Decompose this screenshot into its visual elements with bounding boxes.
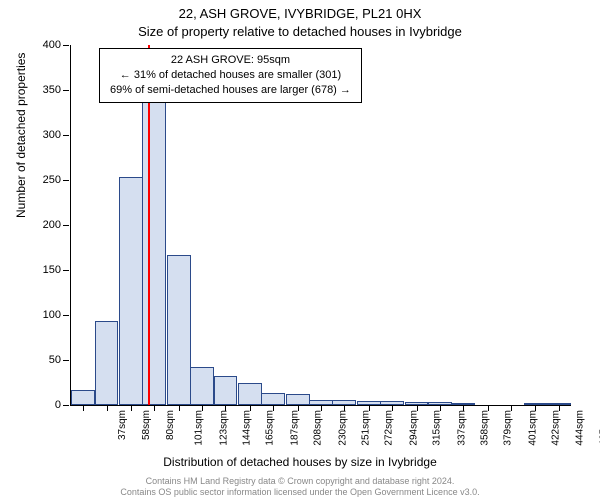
y-tick-label: 350 xyxy=(31,84,61,96)
x-tick xyxy=(107,405,108,411)
info-box: 22 ASH GROVE: 95sqm ← 31% of detached ho… xyxy=(99,48,362,103)
x-tick-label: 123sqm xyxy=(218,410,229,446)
x-tick xyxy=(179,405,180,411)
x-tick xyxy=(392,405,393,411)
histogram-bar xyxy=(95,321,119,405)
footer-line1: Contains HM Land Registry data © Crown c… xyxy=(0,476,600,487)
x-tick-label: 165sqm xyxy=(265,410,276,446)
histogram-bar xyxy=(142,87,166,405)
x-tick-label: 251sqm xyxy=(361,410,372,446)
x-tick-label: 272sqm xyxy=(384,410,395,446)
histogram-bar xyxy=(286,394,310,405)
histogram-bar xyxy=(451,403,475,405)
x-tick-label: 187sqm xyxy=(289,410,300,446)
x-tick xyxy=(440,405,441,411)
histogram-bar xyxy=(524,403,548,405)
title-main: 22, ASH GROVE, IVYBRIDGE, PL21 0HX xyxy=(0,6,600,21)
histogram-bar xyxy=(357,401,381,405)
x-tick xyxy=(154,405,155,411)
x-tick xyxy=(511,405,512,411)
y-tick-label: 300 xyxy=(31,129,61,141)
histogram-bar xyxy=(547,403,571,405)
x-tick xyxy=(273,405,274,411)
y-tick xyxy=(63,405,69,406)
histogram-bar xyxy=(405,402,429,405)
y-tick xyxy=(63,315,69,316)
histogram-bar xyxy=(190,367,214,405)
y-tick-label: 100 xyxy=(31,309,61,321)
y-tick xyxy=(63,270,69,271)
histogram-bar xyxy=(380,401,404,405)
x-tick-label: 58sqm xyxy=(141,410,152,440)
y-tick-label: 400 xyxy=(31,39,61,51)
x-tick xyxy=(463,405,464,411)
histogram-bar xyxy=(261,393,285,405)
y-tick-label: 0 xyxy=(31,399,61,411)
x-tick-label: 315sqm xyxy=(432,410,443,446)
x-tick-label: 337sqm xyxy=(456,410,467,446)
y-tick xyxy=(63,135,69,136)
y-tick xyxy=(63,90,69,91)
y-tick-label: 250 xyxy=(31,174,61,186)
info-box-line1: 22 ASH GROVE: 95sqm xyxy=(110,53,351,68)
y-tick xyxy=(63,45,69,46)
y-tick-label: 50 xyxy=(31,354,61,366)
x-tick xyxy=(250,405,251,411)
y-tick-label: 150 xyxy=(31,264,61,276)
x-tick-label: 37sqm xyxy=(117,410,128,440)
y-axis-label: Number of detached properties xyxy=(14,53,28,218)
histogram-bar xyxy=(428,402,452,405)
x-tick-label: 444sqm xyxy=(575,410,586,446)
histogram-bar xyxy=(309,400,333,405)
x-tick xyxy=(488,405,489,411)
x-tick-label: 358sqm xyxy=(479,410,490,446)
x-tick-label: 80sqm xyxy=(165,410,176,440)
x-tick-label: 401sqm xyxy=(527,410,538,446)
x-tick-label: 208sqm xyxy=(313,410,324,446)
x-tick xyxy=(298,405,299,411)
histogram-bar xyxy=(332,400,356,405)
x-tick-label: 230sqm xyxy=(337,410,348,446)
histogram-bar xyxy=(238,383,262,406)
x-tick xyxy=(83,405,84,411)
x-tick xyxy=(417,405,418,411)
y-tick xyxy=(63,180,69,181)
x-tick-label: 422sqm xyxy=(551,410,562,446)
info-box-line3: 69% of semi-detached houses are larger (… xyxy=(110,83,351,98)
x-tick xyxy=(225,405,226,411)
histogram-bar xyxy=(71,390,95,405)
y-tick xyxy=(63,225,69,226)
x-tick xyxy=(131,405,132,411)
x-tick-label: 379sqm xyxy=(503,410,514,446)
x-tick xyxy=(321,405,322,411)
x-tick xyxy=(535,405,536,411)
footer-line2: Contains OS public sector information li… xyxy=(0,487,600,498)
x-tick xyxy=(344,405,345,411)
x-tick xyxy=(369,405,370,411)
title-sub: Size of property relative to detached ho… xyxy=(0,24,600,39)
x-tick-label: 101sqm xyxy=(194,410,205,446)
histogram-bar xyxy=(119,177,143,405)
x-tick xyxy=(202,405,203,411)
x-tick-label: 144sqm xyxy=(242,410,253,446)
y-tick xyxy=(63,360,69,361)
x-axis-label: Distribution of detached houses by size … xyxy=(0,455,600,469)
x-tick-label: 294sqm xyxy=(408,410,419,446)
histogram-bar xyxy=(167,255,191,405)
x-tick xyxy=(559,405,560,411)
attribution-footer: Contains HM Land Registry data © Crown c… xyxy=(0,476,600,498)
y-tick-label: 200 xyxy=(31,219,61,231)
histogram-bar xyxy=(214,376,238,405)
info-box-line2: ← 31% of detached houses are smaller (30… xyxy=(110,68,351,83)
